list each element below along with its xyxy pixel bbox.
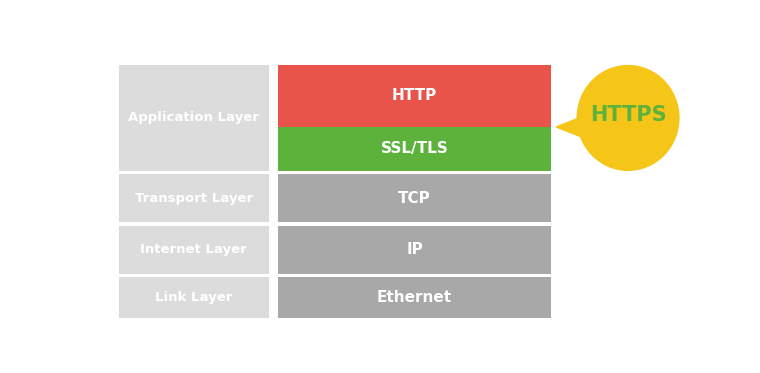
Text: Link Layer: Link Layer bbox=[155, 291, 233, 304]
FancyBboxPatch shape bbox=[277, 127, 552, 171]
Text: Ethernet: Ethernet bbox=[377, 290, 452, 305]
Text: Internet Layer: Internet Layer bbox=[141, 244, 247, 257]
FancyBboxPatch shape bbox=[277, 226, 552, 274]
FancyBboxPatch shape bbox=[119, 278, 269, 318]
FancyBboxPatch shape bbox=[119, 175, 269, 222]
FancyBboxPatch shape bbox=[277, 65, 552, 127]
FancyBboxPatch shape bbox=[277, 278, 552, 318]
Text: SSL/TLS: SSL/TLS bbox=[381, 141, 448, 157]
Text: HTTPS: HTTPS bbox=[590, 105, 667, 125]
Text: Application Layer: Application Layer bbox=[128, 112, 259, 125]
Text: HTTP: HTTP bbox=[392, 88, 437, 103]
Ellipse shape bbox=[577, 65, 679, 171]
FancyBboxPatch shape bbox=[119, 226, 269, 274]
Text: Transport Layer: Transport Layer bbox=[135, 192, 253, 205]
Polygon shape bbox=[556, 116, 585, 138]
Text: TCP: TCP bbox=[398, 191, 431, 206]
FancyBboxPatch shape bbox=[277, 175, 552, 222]
FancyBboxPatch shape bbox=[119, 65, 269, 171]
Text: IP: IP bbox=[406, 242, 423, 257]
